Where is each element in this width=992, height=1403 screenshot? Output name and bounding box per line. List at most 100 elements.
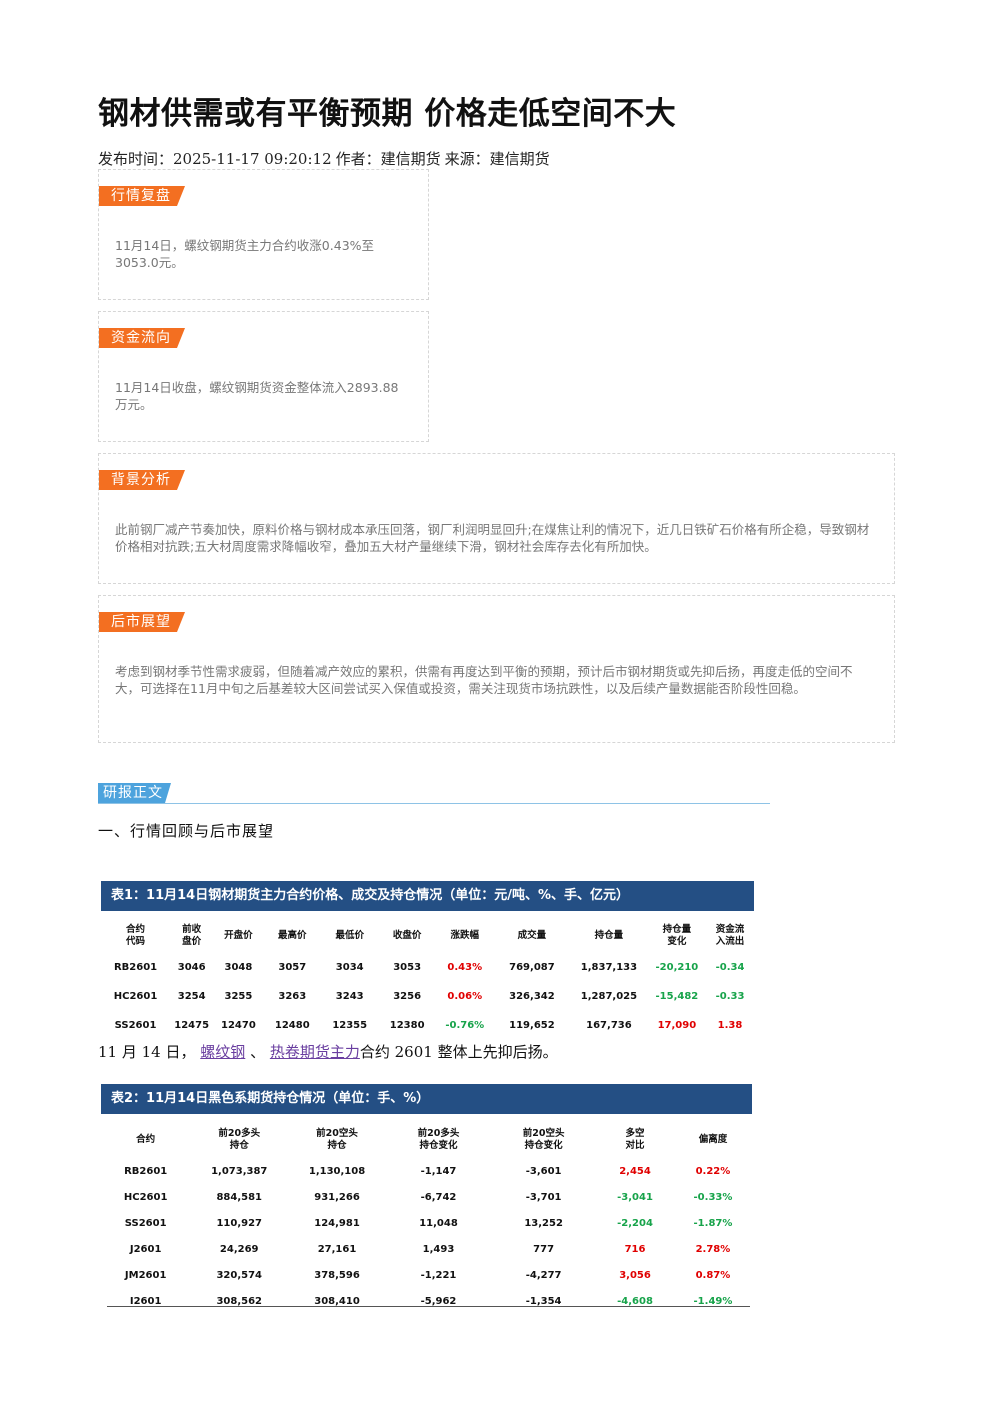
column-header: 多空 对比	[625, 1128, 645, 1151]
table-cell: 13,252	[524, 1217, 563, 1229]
para-sep: 、	[250, 1043, 266, 1061]
table-cell: 17,090	[657, 1020, 697, 1031]
table-cell: -3,601	[525, 1165, 562, 1177]
table-cell: 1,837,133	[580, 962, 638, 973]
table-cell: 167,736	[586, 1020, 632, 1031]
table-cell: 0.43%	[447, 962, 483, 973]
article-meta: 发布时间：2025-11-17 09:20:12 作者：建信期货 来源：建信期货	[98, 148, 554, 169]
table-cell: 884,581	[216, 1191, 262, 1203]
column-header: 持仓量 变化	[662, 924, 692, 947]
table-cell: 11,048	[419, 1217, 458, 1229]
source: 来源：建信期货	[444, 150, 550, 168]
table-row: SS2601 110,927 124,981 11,048 13,252 -2,204 -1…	[101, 1210, 752, 1236]
table-cell: -1.49%	[693, 1295, 733, 1307]
table-cell: 24,269	[219, 1243, 259, 1255]
table-cell: RB2601	[113, 962, 158, 973]
table-cell: 3243	[335, 991, 364, 1002]
box-tag: 后市展望	[99, 612, 185, 632]
table-cell: 2,454	[619, 1165, 651, 1177]
hot-coil-link[interactable]: 热卷期货主力	[269, 1043, 360, 1061]
table-cell: 27,161	[317, 1243, 357, 1255]
table-cell: -1.87%	[693, 1217, 733, 1229]
table-cell: 124,981	[314, 1217, 360, 1229]
table-cell: -0.76%	[445, 1020, 485, 1031]
column-header: 前20多头 持仓	[218, 1128, 261, 1151]
table-row: HC2601 884,581 931,266 -6,742 -3,701 -3,041 -0…	[101, 1184, 752, 1210]
table-cell: SS2601	[114, 1020, 157, 1031]
table-cell: -3,701	[525, 1191, 562, 1203]
table-cell: -0.33	[715, 991, 745, 1002]
data-table: 合约 代码 前收 盘价 开盘价 最高价 最低价 收盘价 涨跌幅 成交量 持仓量 持仓量 变化 资金流 入流出…	[101, 919, 754, 1040]
column-header: 开盘价	[224, 930, 253, 941]
table-title: 表2：11月14日黑色系期货持仓情况（单位：手、%）	[101, 1084, 752, 1114]
column-header: 前20空头 持仓变化	[522, 1128, 565, 1151]
table-cell: 1,493	[422, 1243, 455, 1255]
table-cell: -2,204	[617, 1217, 653, 1229]
table-cell: 12355	[332, 1020, 368, 1031]
column-header: 前20空头 持仓	[316, 1128, 358, 1151]
rebar-link[interactable]: 螺纹钢	[200, 1043, 246, 1061]
table-cell: HC2601	[123, 1191, 168, 1203]
table-row: SS2601 12475 12470 12480 12355 12380 -0.76% 119…	[101, 1011, 754, 1040]
box-tag: 资金流向	[99, 328, 185, 348]
table-cell: 3034	[335, 962, 364, 973]
box-text: 11月14日收盘，螺纹钢期货资金整体流入2893.88万元。	[115, 380, 399, 412]
para-suffix: 合约 2601 整体上先抑后扬。	[359, 1043, 558, 1061]
table-cell: 378,596	[314, 1269, 360, 1281]
table-cell: 3263	[278, 991, 307, 1002]
outlook-box: 后市展望 考虑到钢材季节性需求疲弱，但随着减产效应的累积，供需有再度达到平衡的预…	[98, 595, 895, 743]
table-cell: J2601	[129, 1243, 162, 1255]
table-cell: 1,130,108	[308, 1165, 366, 1177]
table-cell: 0.06%	[447, 991, 483, 1002]
column-header: 成交量	[517, 930, 547, 941]
table-bottom-rule	[107, 1306, 750, 1307]
table-row: JM2601 320,574 378,596 -1,221 -4,277 3,056 0.8…	[101, 1262, 752, 1288]
box-text: 11月14日，螺纹钢期货主力合约收涨0.43%至3053.0元。	[115, 238, 375, 270]
section-tag: 研报正文	[98, 783, 171, 803]
table-cell: 3255	[224, 991, 253, 1002]
table-cell: 1,287,025	[580, 991, 638, 1002]
table-cell: -0.34	[715, 962, 745, 973]
column-header: 收盘价	[392, 930, 422, 941]
table-cell: 777	[533, 1243, 555, 1255]
table-cell: 308,562	[216, 1295, 262, 1307]
table-cell: -1,147	[420, 1165, 457, 1177]
background-analysis-box: 背景分析 此前钢厂减产节奏加快，原料价格与钢材成本承压回落，钢厂利润明显回升;在…	[98, 453, 895, 584]
table-cell: -5,962	[420, 1295, 457, 1307]
column-header: 最高价	[278, 930, 307, 941]
paragraph: 11 月 14 日， 螺纹钢 、 热卷期货主力合约 2601 整体上先抑后扬。	[98, 1041, 558, 1062]
table-row: J2601 24,269 27,161 1,493 777 716 2.78%	[101, 1236, 752, 1262]
table-cell: -0.33%	[693, 1191, 733, 1203]
table-row: HC2601 3254 3255 3263 3243 3256 0.06% 326,342 1,…	[101, 982, 754, 1011]
table-cell: 12470	[221, 1020, 256, 1031]
table-title: 表1：11月14日钢材期货主力合约价格、成交及持仓情况（单位：元/吨、%、手、亿…	[101, 881, 754, 911]
table-cell: 931,266	[314, 1191, 360, 1203]
column-header: 资金流 入流出	[715, 924, 745, 947]
table-cell: 308,410	[314, 1295, 360, 1307]
table-cell: 3256	[393, 991, 422, 1002]
table-cell: 1,073,387	[211, 1165, 268, 1177]
table-cell: 3057	[278, 962, 307, 973]
table-cell: 119,652	[509, 1020, 555, 1031]
table-cell: 3254	[177, 991, 206, 1002]
table-cell: 12480	[274, 1020, 310, 1031]
table-cell: 326,342	[509, 991, 555, 1002]
table-cell: 12475	[174, 1020, 210, 1031]
publish-time: 发布时间：2025-11-17 09:20:12	[98, 150, 332, 168]
column-header: 最低价	[335, 930, 364, 941]
table-cell: -3,041	[617, 1191, 653, 1203]
section-divider: 研报正文	[98, 783, 770, 804]
table-cell: -6,742	[420, 1191, 457, 1203]
position-table: 表2：11月14日黑色系期货持仓情况（单位：手、%） 合约 前20多头 持仓 前20空…	[101, 1084, 752, 1314]
table-cell: 12380	[389, 1020, 425, 1031]
fund-flow-box: 资金流向 11月14日收盘，螺纹钢期货资金整体流入2893.88万元。	[98, 311, 429, 442]
table-cell: 3046	[177, 962, 206, 973]
box-tag: 行情复盘	[99, 186, 185, 206]
table-cell: -1,354	[525, 1295, 562, 1307]
table-cell: RB2601	[124, 1165, 168, 1177]
column-header: 偏离度	[698, 1134, 728, 1145]
table-cell: 769,087	[509, 962, 555, 973]
box-text: 考虑到钢材季节性需求疲弱，但随着减产效应的累积，供需有再度达到平衡的预期，预计后…	[115, 664, 853, 696]
table-cell: 0.22%	[695, 1165, 731, 1177]
table-cell: -15,482	[655, 991, 699, 1002]
